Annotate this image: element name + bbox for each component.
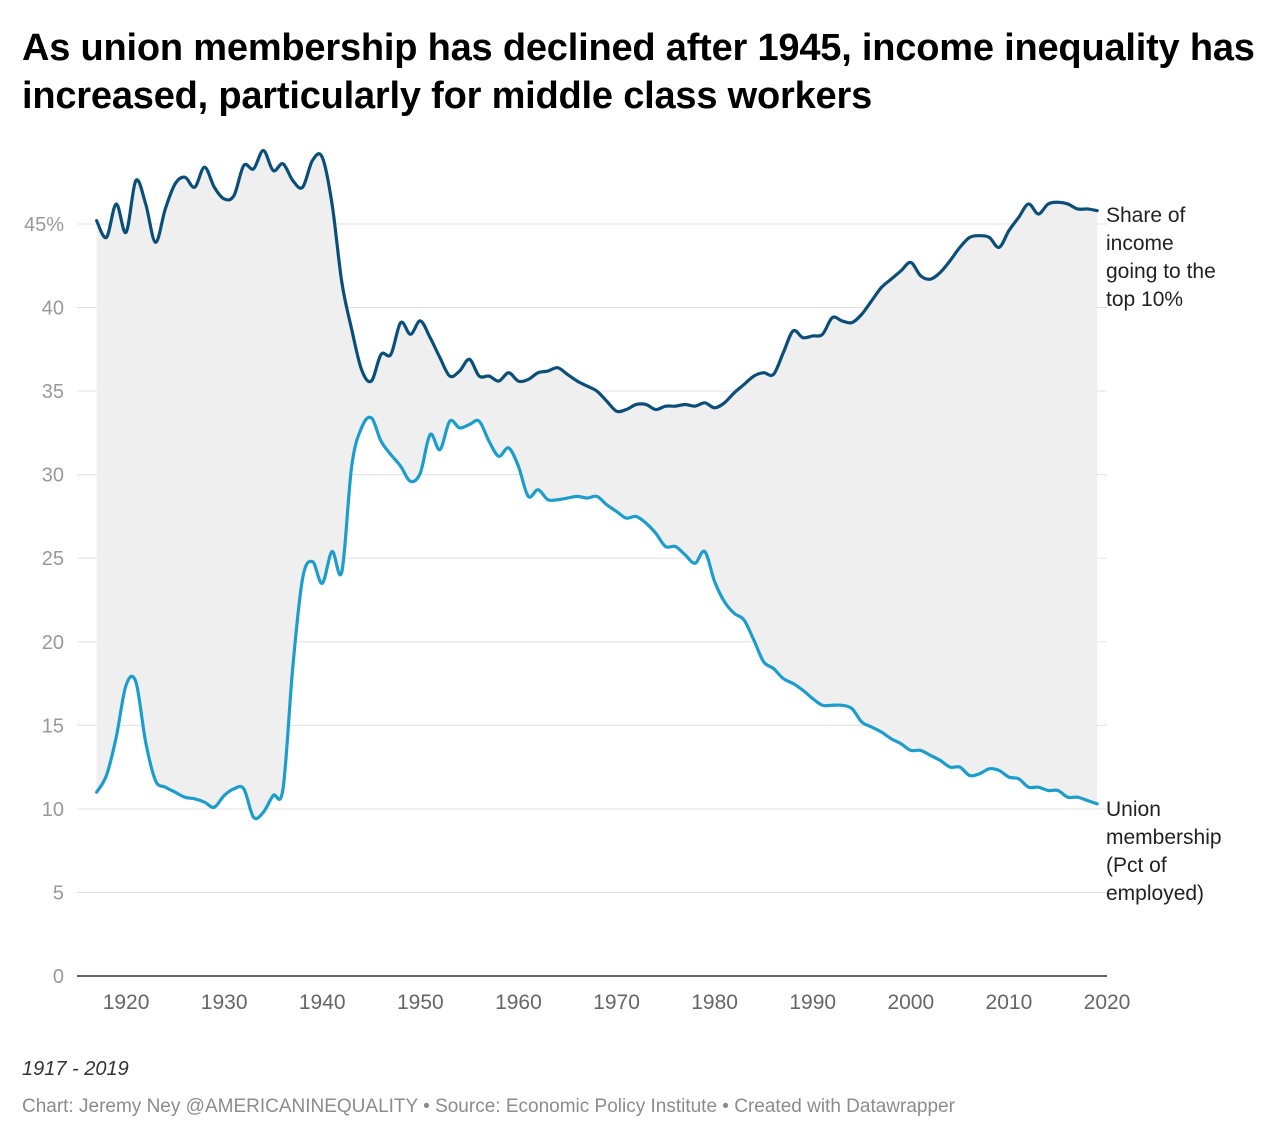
line-series-top10-share [95,148,1099,414]
y-axis-ticks: 0 5 10 15 20 25 30 35 40 45% [24,214,64,988]
y-tick-label-15: 15 [42,715,64,737]
y-tick-label-45: 45% [24,214,64,236]
y-tick-label-25: 25 [42,548,64,570]
y-tick-label-40: 40 [42,298,64,320]
y-tick-label-10: 10 [42,799,64,821]
x-tick-label-2020: 2020 [1084,991,1131,1014]
x-tick-label-1940: 1940 [299,991,346,1014]
chart-credit: Chart: Jeremy Ney @AMERICANINEQUALITY • … [22,1096,955,1117]
x-tick-label-1920: 1920 [103,991,150,1014]
x-tick-label-1980: 1980 [691,991,738,1014]
chart-note: 1917 - 2019 [22,1058,129,1080]
x-tick-label-1950: 1950 [397,991,444,1014]
x-tick-label-1990: 1990 [789,991,836,1014]
x-tick-label-1930: 1930 [201,991,248,1014]
x-tick-label-1960: 1960 [495,991,542,1014]
chart-title: As union membership has declined after 1… [22,27,1255,117]
x-tick-label-1970: 1970 [593,991,640,1014]
y-tick-label-30: 30 [42,465,64,487]
y-tick-label-20: 20 [42,632,64,654]
x-tick-label-2000: 2000 [887,991,934,1014]
y-tick-label-5: 5 [53,882,64,904]
x-axis-ticks: 1920 1930 1940 1950 1960 1970 1980 1990 2000 2010… [103,991,1131,1014]
series-label-union-membership: Union membership (Pct of employed) [1106,798,1222,905]
series-label-top10-share: Share of income going to the top 10% [1106,204,1216,311]
line-series-union-membership [95,415,1099,821]
y-tick-label-0: 0 [53,966,64,988]
y-tick-label-35: 35 [42,381,64,403]
gap-band-fill [96,150,1098,819]
series-labels: Share of income going to the top 10% Union me… [1106,204,1222,905]
x-tick-label-2010: 2010 [986,991,1033,1014]
